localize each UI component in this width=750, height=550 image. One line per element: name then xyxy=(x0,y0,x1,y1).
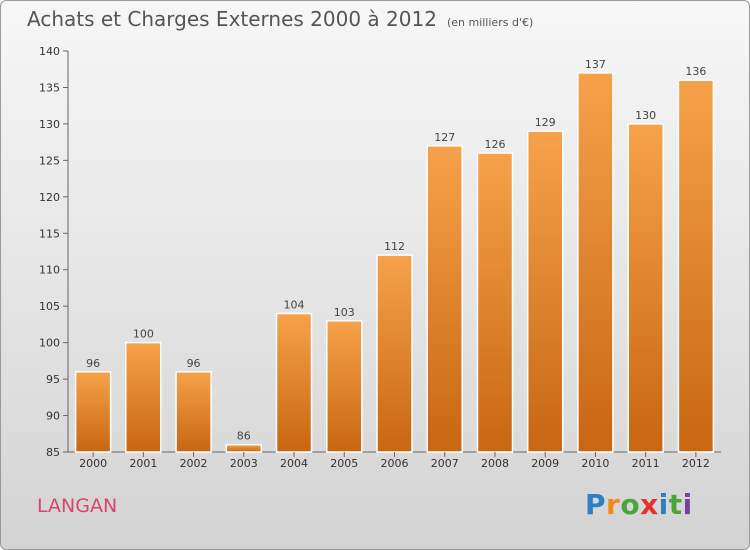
y-tick-label: 125 xyxy=(39,154,60,167)
x-tick-label: 2008 xyxy=(481,457,509,470)
y-tick-label: 110 xyxy=(39,264,60,277)
y-tick-label: 120 xyxy=(39,191,60,204)
data-label: 130 xyxy=(635,109,656,122)
bar xyxy=(326,320,363,453)
logo-letter: t xyxy=(668,488,683,521)
y-tick-label: 115 xyxy=(39,227,60,240)
bar xyxy=(627,123,664,453)
data-label: 127 xyxy=(434,131,455,144)
x-tick-label: 2006 xyxy=(381,457,409,470)
chart-title-row: Achats et Charges Externes 2000 à 2012 (e… xyxy=(27,7,533,31)
bar xyxy=(426,145,463,453)
x-tick-label: 2012 xyxy=(682,457,710,470)
logo-letter: o xyxy=(620,488,641,521)
proxiti-logo: Proxiti xyxy=(585,488,693,521)
x-tick-label: 2007 xyxy=(431,457,459,470)
y-tick-label: 105 xyxy=(39,300,60,313)
x-tick-label: 2004 xyxy=(280,457,308,470)
data-label: 96 xyxy=(86,357,100,370)
chart-title: Achats et Charges Externes 2000 à 2012 xyxy=(27,7,437,31)
data-label: 126 xyxy=(484,138,505,151)
data-label: 137 xyxy=(585,58,606,71)
bar xyxy=(376,254,413,453)
y-tick-label: 140 xyxy=(39,45,60,58)
data-label: 100 xyxy=(133,328,154,341)
y-tick-label: 85 xyxy=(46,446,60,459)
x-tick-label: 2000 xyxy=(79,457,107,470)
y-tick-label: 95 xyxy=(46,373,60,386)
logo-letter: i xyxy=(682,488,693,521)
logo-letter: r xyxy=(606,488,621,521)
x-tick-label: 2003 xyxy=(230,457,258,470)
data-label: 136 xyxy=(685,65,706,78)
x-tick-label: 2005 xyxy=(330,457,358,470)
bar xyxy=(476,152,514,453)
unit-note: (en milliers d'€) xyxy=(446,16,534,29)
data-label: 129 xyxy=(535,116,556,129)
x-tick-label: 2009 xyxy=(531,457,559,470)
bar xyxy=(677,79,715,453)
y-tick-label: 135 xyxy=(39,81,60,94)
bar xyxy=(175,371,212,453)
logo-letter: x xyxy=(640,488,659,521)
logo-letter: i xyxy=(658,488,669,521)
data-label: 104 xyxy=(284,298,305,311)
y-tick-label: 90 xyxy=(46,410,60,423)
bar xyxy=(225,443,263,453)
bar xyxy=(526,130,564,453)
y-tick-label: 130 xyxy=(39,118,60,131)
x-tick-label: 2001 xyxy=(129,457,157,470)
bar xyxy=(275,312,313,453)
data-label: 112 xyxy=(384,240,405,253)
place-name: LANGAN xyxy=(37,495,118,517)
x-tick-label: 2002 xyxy=(180,457,208,470)
x-tick-label: 2011 xyxy=(632,457,660,470)
y-tick-label: 100 xyxy=(39,337,60,350)
data-label: 86 xyxy=(237,430,251,443)
data-label: 103 xyxy=(334,306,355,319)
bar xyxy=(125,341,162,453)
x-tick-label: 2010 xyxy=(581,457,609,470)
bar xyxy=(74,371,112,453)
logo-letter: P xyxy=(585,488,607,521)
data-label: 96 xyxy=(187,357,201,370)
bar xyxy=(577,72,614,453)
